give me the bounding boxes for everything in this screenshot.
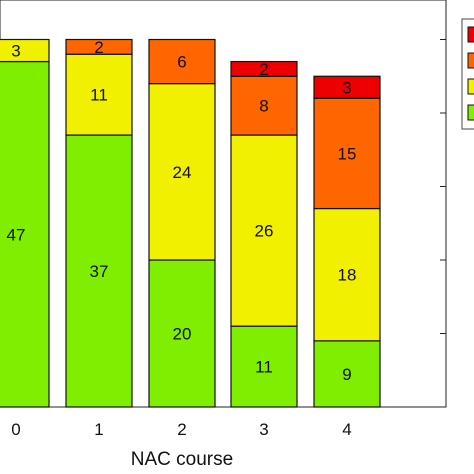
legend-swatch-green (467, 104, 474, 121)
bar-segment-yellow-0 (0, 38, 50, 63)
y-ticks-group (440, 39, 446, 334)
bars-group: 47 3 37 11 2 20 24 6 11 26 8 2 9 18 15 3 (0, 38, 381, 408)
data-label-yellow-3: 26 (255, 222, 274, 241)
x-tick-label-0: 0 (11, 420, 20, 439)
data-label-green-4: 9 (342, 365, 351, 384)
x-tick-label-4: 4 (342, 420, 351, 439)
data-label-orange-3: 8 (259, 97, 268, 116)
bar-segment-orange-1 (65, 38, 133, 55)
bar-segment-green-0 (0, 60, 50, 408)
bar-segment-yellow-4 (313, 207, 381, 342)
x-tick-label-1: 1 (94, 420, 103, 439)
legend-swatch-yellow (467, 78, 474, 95)
bar-segment-green-2 (148, 259, 216, 408)
bar-segment-yellow-3 (230, 134, 298, 327)
bar-segment-red-3 (230, 60, 298, 77)
bar-segment-yellow-1 (65, 53, 133, 136)
data-label-yellow-2: 24 (173, 163, 192, 182)
data-label-green-0: 47 (7, 225, 26, 244)
x-tick-label-2: 2 (177, 420, 186, 439)
data-label-yellow-4: 18 (338, 266, 357, 285)
x-tick-label-3: 3 (259, 420, 268, 439)
data-label-yellow-1: 11 (90, 86, 108, 105)
data-label-green-3: 11 (255, 358, 273, 377)
data-label-orange-1: 2 (94, 38, 103, 57)
legend-swatch-red (467, 26, 474, 43)
data-label-orange-2: 6 (177, 53, 186, 72)
data-label-green-2: 20 (173, 325, 192, 344)
bar-segment-orange-4 (313, 97, 381, 210)
bar-segment-green-1 (65, 134, 133, 408)
bar-segment-green-3 (230, 325, 298, 408)
bar-segment-yellow-2 (148, 82, 216, 261)
data-label-orange-4: 15 (338, 144, 357, 163)
bar-segment-orange-2 (148, 38, 216, 85)
x-axis-title: NAC course (131, 449, 233, 470)
data-label-red-4: 3 (342, 78, 351, 97)
x-ticks-group: 0 1 2 3 4 (11, 420, 351, 439)
legend-swatch-orange (467, 52, 474, 69)
data-label-yellow-0: 3 (11, 42, 20, 61)
legend (461, 18, 474, 130)
data-label-red-3: 2 (259, 60, 268, 79)
bar-segment-red-4 (313, 75, 381, 99)
legend-box (461, 18, 474, 130)
data-label-green-1: 37 (90, 262, 109, 281)
